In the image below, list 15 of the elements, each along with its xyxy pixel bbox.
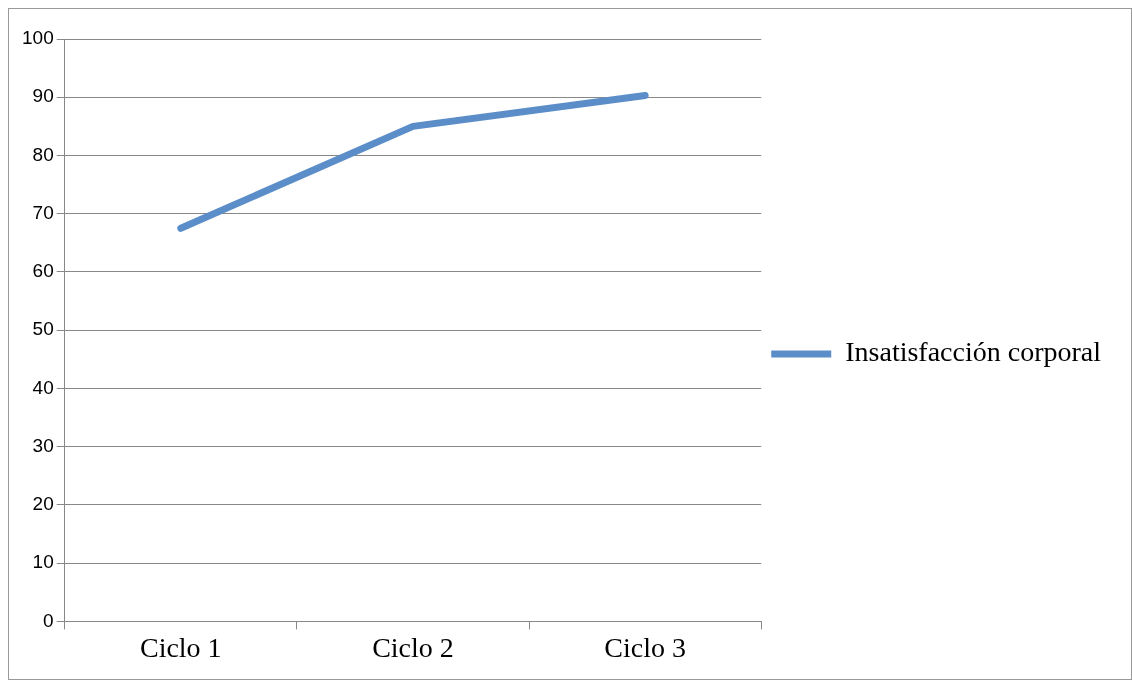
y-tick-label: 80 xyxy=(32,143,54,165)
y-tick-label: 30 xyxy=(32,434,54,456)
y-tick-label: 40 xyxy=(32,376,54,398)
y-tick-label: 90 xyxy=(32,85,54,107)
y-tick-label: 50 xyxy=(32,318,54,340)
y-tick-label: 60 xyxy=(32,260,54,282)
x-tick-label: Ciclo 2 xyxy=(372,631,454,663)
x-tick-label: Ciclo 1 xyxy=(139,631,222,663)
y-tick-label: 100 xyxy=(22,27,54,49)
legend-label: Insatisfacción corporal xyxy=(845,336,1102,368)
y-tick-label: 70 xyxy=(32,201,54,223)
x-tick-label: Ciclo 3 xyxy=(604,631,686,663)
y-tick-label: 10 xyxy=(32,551,54,573)
y-tick-label: 20 xyxy=(32,493,54,515)
y-tick-label: 0 xyxy=(43,609,54,631)
